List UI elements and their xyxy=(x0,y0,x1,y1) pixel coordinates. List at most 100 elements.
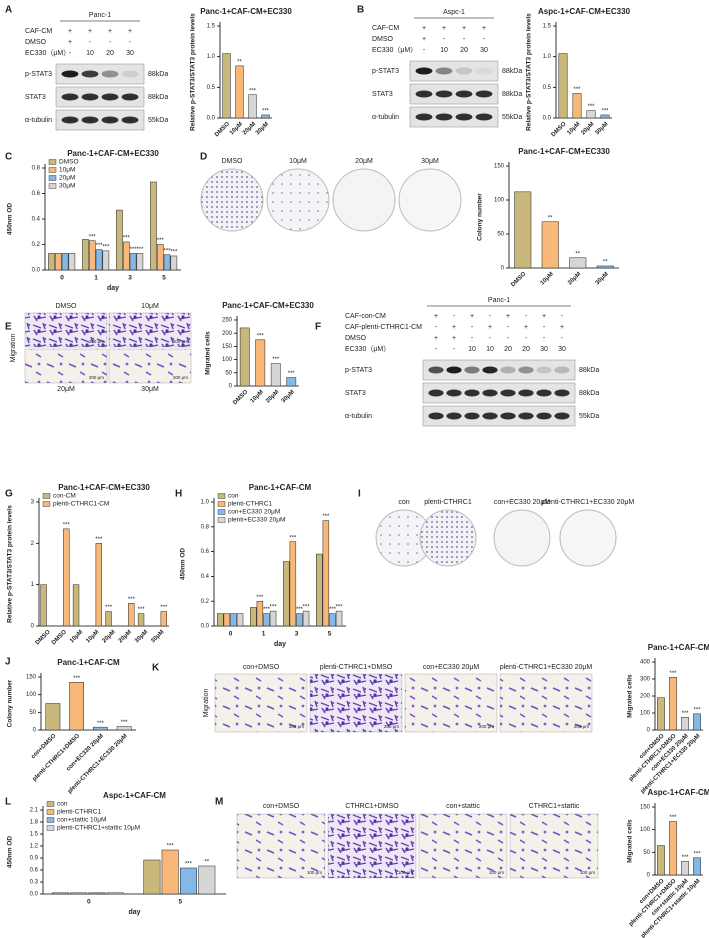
lane-mark: + xyxy=(462,25,466,32)
image-label: 20μM xyxy=(57,386,75,393)
x-tick-label: 0 xyxy=(60,275,64,282)
y-axis-label: 450nm OD xyxy=(7,836,14,868)
bar xyxy=(235,65,244,119)
y-tick-label: 0.5 xyxy=(543,85,552,91)
scale-bar: 200 μm xyxy=(173,375,188,380)
bar xyxy=(45,703,61,731)
bar xyxy=(51,892,69,895)
x-tick-label: DMSO xyxy=(214,121,231,138)
y-tick-label: 150 xyxy=(494,164,505,170)
y-tick-label: 250 xyxy=(222,318,233,324)
blot-band xyxy=(415,90,433,98)
blot-band xyxy=(428,366,444,374)
significance: *** xyxy=(257,333,265,339)
y-axis-label: Migrated cells xyxy=(627,819,634,863)
y-tick-label: 0 xyxy=(31,624,35,630)
y-tick-label: 0.8 xyxy=(32,166,41,172)
scale-bar: 200 μm xyxy=(89,339,104,344)
scale-bar: 200 μm xyxy=(89,375,104,380)
bar xyxy=(161,849,179,895)
blot-band xyxy=(500,389,516,397)
image-label: con+DMSO xyxy=(243,664,280,671)
scale-bar: 200 μm xyxy=(574,724,589,729)
kda-label: 55kDa xyxy=(148,117,168,124)
row-label: CAF-con-CM xyxy=(345,313,386,320)
blot-band xyxy=(101,93,119,101)
blot-strip xyxy=(409,60,499,82)
bar xyxy=(54,253,62,271)
panel-letter: I xyxy=(358,489,361,500)
image-label: con+EC330 20μM xyxy=(423,664,480,671)
y-tick-label: 150 xyxy=(640,805,651,811)
bar xyxy=(230,613,237,627)
lane-mark: - xyxy=(543,335,546,342)
y-tick-label: 0 xyxy=(229,384,233,390)
legend-swatch xyxy=(48,175,57,181)
y-tick-label: 0 xyxy=(33,728,37,734)
significance: *** xyxy=(249,88,257,94)
chart-title: Panc-1+CAF-CM+EC330 xyxy=(200,7,292,16)
dish-label: plenti-CTHRC1+EC330 20μM xyxy=(542,499,635,506)
y-tick-label: 50 xyxy=(643,850,650,856)
lane-mark: - xyxy=(489,313,492,320)
y-tick-label: 0.3 xyxy=(30,880,39,886)
scale-bar: 200 μm xyxy=(289,724,304,729)
bar xyxy=(129,253,137,271)
bar xyxy=(335,610,343,627)
chart-title: Aspc-1+CAF-CM xyxy=(648,788,709,797)
micrograph xyxy=(418,813,508,879)
x-tick-label: 20μM xyxy=(567,271,582,286)
y-axis-label: Relative p-STAT3/STAT3 protein levels xyxy=(7,505,14,623)
lane-mark: + xyxy=(488,324,492,331)
panel-letter: F xyxy=(315,322,321,333)
y-tick-label: 400 xyxy=(640,660,651,666)
blot-band xyxy=(455,113,473,121)
significance: *** xyxy=(336,605,344,611)
x-axis-label: day xyxy=(274,641,286,648)
significance: *** xyxy=(89,234,97,240)
y-tick-label: 1.2 xyxy=(30,844,39,850)
significance: *** xyxy=(272,357,280,363)
bar xyxy=(63,528,70,627)
lane-mark: - xyxy=(89,39,92,46)
x-tick-label: DMSO xyxy=(35,629,52,646)
lane-mark: 30 xyxy=(480,47,488,54)
bar xyxy=(222,53,231,119)
lane-mark: + xyxy=(68,39,72,46)
significance: *** xyxy=(289,535,297,541)
bar xyxy=(283,561,290,627)
blot-band xyxy=(482,366,498,374)
bar xyxy=(40,584,47,627)
bar xyxy=(263,613,270,627)
panel-letter: C xyxy=(5,152,12,163)
lane-mark: 30 xyxy=(540,346,548,353)
significance: *** xyxy=(669,815,677,821)
lane-mark: - xyxy=(453,313,456,320)
band-label: p-STAT3 xyxy=(372,68,399,75)
blot-band xyxy=(518,412,534,420)
row-label: DMSO xyxy=(372,36,394,43)
band-label: α-tubulin xyxy=(25,117,52,124)
row-label: EC330（μM） xyxy=(345,345,390,353)
chart-title: Panc-1+CAF-CM xyxy=(57,658,120,667)
y-tick-label: 1.5 xyxy=(30,832,39,838)
x-tick-label: 10μM xyxy=(250,389,265,404)
legend-swatch xyxy=(42,493,51,499)
bar xyxy=(82,239,89,271)
lane-mark: - xyxy=(443,36,446,43)
significance: *** xyxy=(681,855,689,861)
lane-mark: 30 xyxy=(558,346,566,353)
legend-swatch xyxy=(217,517,226,523)
bar xyxy=(296,613,303,627)
y-tick-label: 150 xyxy=(26,675,37,681)
x-tick-label: 10μM xyxy=(85,629,100,644)
lane-mark: 10 xyxy=(468,346,476,353)
y-tick-label: 0.2 xyxy=(32,242,41,248)
lane-mark: + xyxy=(524,324,528,331)
lane-mark: - xyxy=(109,39,112,46)
x-tick-label: 20μM xyxy=(265,389,280,404)
bar xyxy=(329,613,336,627)
significance: *** xyxy=(105,605,113,611)
y-tick-label: 0 xyxy=(647,873,651,879)
